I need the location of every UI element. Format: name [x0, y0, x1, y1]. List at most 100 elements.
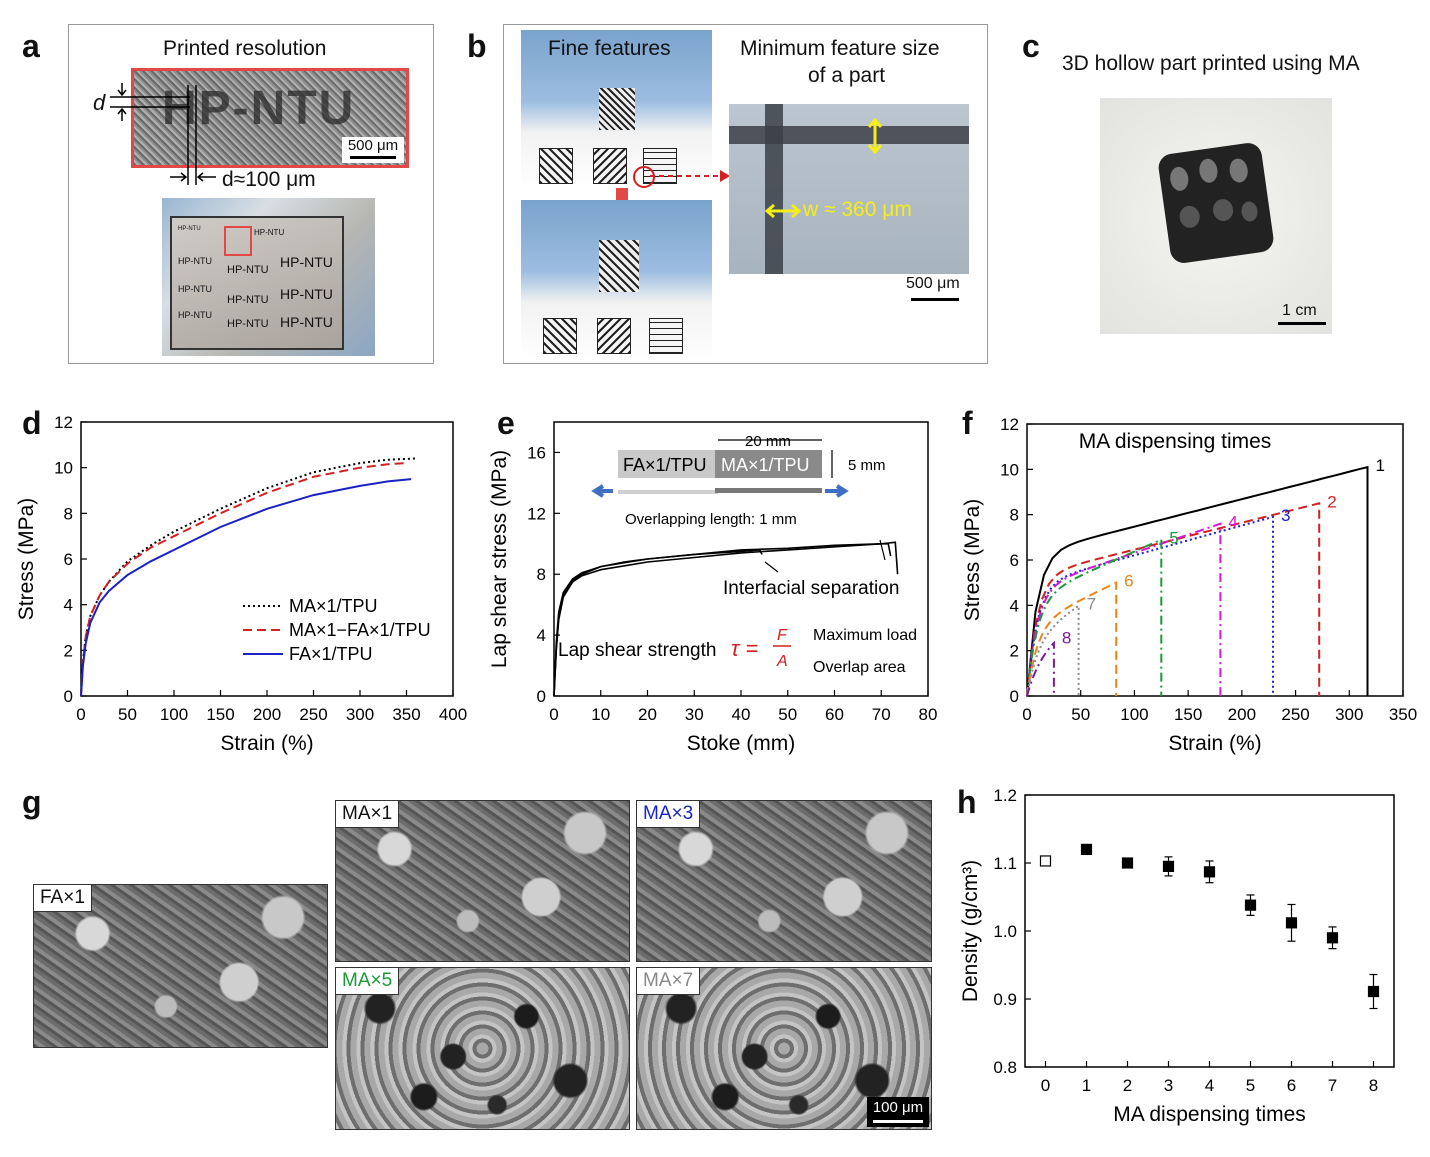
series-label-5: 5	[1169, 529, 1178, 548]
y-tick-label: 12	[527, 504, 546, 523]
highlight-box	[224, 226, 252, 256]
y-tick-label: 0.8	[993, 1058, 1017, 1077]
sem-scale-label: 100 μm	[872, 1099, 924, 1116]
panel-b-scale-bar	[911, 298, 959, 301]
series-label-1: 1	[1376, 456, 1385, 475]
y-tick-label: 16	[527, 443, 546, 462]
right-arrow	[825, 484, 849, 498]
x-tick-label: 150	[1174, 705, 1202, 724]
series-label-4: 4	[1228, 513, 1237, 532]
legend-label-3: FA×1/TPU	[289, 644, 373, 664]
vertical-line	[765, 104, 783, 274]
hollow-part-photo: 1 cm	[1100, 98, 1332, 334]
x-tick-label: 200	[1228, 705, 1256, 724]
x-tick-label: 4	[1205, 1076, 1214, 1095]
y-axis-label: Stress (MPa)	[961, 499, 984, 622]
sem-label-fa1: FA×1	[34, 885, 92, 912]
printed-card: HP-NTU HP-NTU HP-NTU HP-NTU HP-NTU HP-NT…	[170, 216, 344, 350]
y-tick-label: 6	[1010, 551, 1019, 570]
x-tick-label: 7	[1328, 1076, 1337, 1095]
x-tick-label: 200	[253, 705, 281, 724]
y-tick-label: 8	[1010, 506, 1019, 525]
len5-label: 5 mm	[848, 457, 886, 474]
x-tick-label: 40	[732, 705, 751, 724]
left-arrow	[591, 484, 613, 498]
sem-ma7: MA×7 100 μm	[636, 967, 932, 1130]
x-tick-label: 30	[685, 705, 704, 724]
x-tick-label: 350	[1389, 705, 1417, 724]
y-tick-label: 4	[1010, 596, 1019, 615]
series-line-4	[1026, 522, 1222, 697]
hollow-cube	[1156, 141, 1276, 265]
x-tick-label: 20	[638, 705, 657, 724]
x-tick-label: 50	[118, 705, 137, 724]
x-tick-label: 6	[1287, 1076, 1296, 1095]
x-tick-label: 350	[392, 705, 420, 724]
x-axis-label: Strain (%)	[220, 732, 313, 755]
card-text-11: HP-NTU	[280, 314, 333, 330]
card-text-4: HP-NTU	[227, 264, 269, 276]
panel-c-title: 3D hollow part printed using MA	[1062, 52, 1360, 75]
card-text-5: HP-NTU	[280, 254, 333, 270]
x-tick-label: 3	[1164, 1076, 1173, 1095]
fine-features-photo-1	[521, 30, 712, 188]
legend-label-1: MA×1/TPU	[289, 596, 378, 616]
y-tick-label: 12	[54, 413, 73, 432]
x-axis-label: MA dispensing times	[1113, 1103, 1306, 1126]
fine-features-photo-2	[521, 200, 712, 358]
data-point-6	[1285, 917, 1298, 929]
sem-label-ma5: MA×5	[336, 968, 400, 995]
series-label-8: 8	[1062, 628, 1071, 647]
x-tick-label: 300	[346, 705, 374, 724]
separation-pointers	[764, 539, 886, 573]
data-point-3	[1162, 860, 1175, 873]
x-axis-label: Strain (%)	[1168, 732, 1261, 755]
series-label-6: 6	[1124, 572, 1133, 591]
min-feature-title-2: of a part	[808, 64, 886, 87]
series-line-1	[1026, 465, 1369, 697]
panel-letter-d: d	[22, 405, 42, 441]
overlap-label: Overlapping length: 1 mm	[625, 511, 797, 528]
series-label-7: 7	[1087, 594, 1096, 613]
printed-text: HP-NTU	[162, 82, 356, 135]
card-text-9: HP-NTU	[178, 310, 212, 320]
card-text-8: HP-NTU	[280, 286, 333, 302]
sample-6	[649, 318, 683, 354]
sample-5	[597, 318, 631, 354]
y-tick-label: 1.0	[993, 922, 1017, 941]
x-tick-label: 5	[1246, 1076, 1255, 1095]
card-text-2: HP-NTU	[254, 228, 285, 237]
panel-letter-g: g	[22, 784, 42, 820]
y-tick-label: 0.9	[993, 990, 1017, 1009]
plot-frame	[1026, 423, 1404, 697]
y-tick-label: 2	[64, 641, 73, 660]
sem-scale-box: 100 μm	[867, 1097, 929, 1127]
y-axis-label: Density (g/cm³)	[959, 860, 982, 1002]
x-tick-label: 8	[1369, 1076, 1378, 1095]
x-tick-label: 0	[76, 705, 85, 724]
card-text-1: HP-NTU	[178, 226, 201, 232]
max-load-label: Maximum load	[813, 627, 917, 644]
y-tick-label: 0	[537, 687, 546, 706]
panel-letter-a: a	[22, 28, 40, 64]
panel-letter-f: f	[962, 405, 973, 441]
card-text-7: HP-NTU	[227, 294, 269, 306]
fine-features-label: Fine features	[548, 37, 671, 60]
legend-label-2: MA×1−FA×1/TPU	[289, 620, 431, 640]
x-tick-label: 100	[1120, 705, 1148, 724]
series-line-1	[553, 549, 763, 697]
data-point-4	[1203, 866, 1216, 878]
w-label: w ≈ 360 μm	[803, 198, 912, 221]
min-feature-micrograph: w ≈ 360 μm	[729, 104, 969, 274]
min-feature-title-1: Minimum feature size	[740, 37, 940, 60]
lattice-sample	[599, 88, 635, 130]
series-label-2: 2	[1327, 492, 1336, 511]
chart-h: 0 1 2 3 4 5 6 7 8 0.8 0.9 1.0 1.1 1.2 MA dispensing ti…	[959, 786, 1395, 1126]
sample-1	[539, 148, 573, 184]
x-tick-label: 10	[591, 705, 610, 724]
x-tick-label: 400	[439, 705, 467, 724]
x-tick-label: 0	[1041, 1076, 1050, 1095]
panel-a-title: Printed resolution	[163, 37, 327, 60]
chart-d: 0 50 100 150 200 250 300 350 400 0 2 4 6 8 10 12 Strain …	[15, 413, 467, 755]
a-label: A	[776, 653, 788, 670]
